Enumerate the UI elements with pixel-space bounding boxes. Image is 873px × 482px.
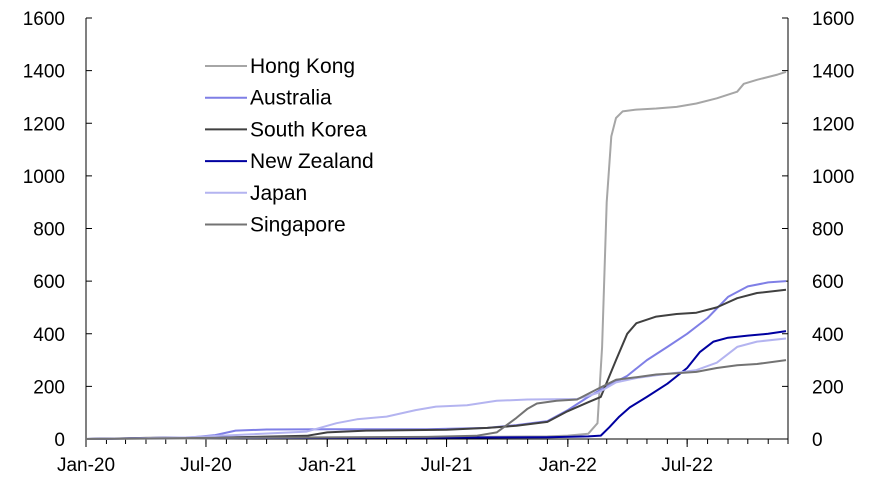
chart-legend: Hong Kong Australia South Korea New Zealand… — [205, 55, 374, 237]
y-tick-label-right: 400 — [812, 325, 844, 346]
y-tick-label-right: 1600 — [812, 9, 854, 30]
y-tick-label-right: 0 — [812, 430, 823, 451]
y-tick-label-left: 400 — [33, 325, 65, 346]
series-line-south-korea — [85, 288, 787, 440]
series-line-hong-kong — [85, 70, 787, 440]
series-line-japan — [85, 337, 787, 440]
y-tick-label-left: 1000 — [23, 167, 65, 188]
legend-label: Singapore — [250, 214, 346, 237]
y-tick-label-left: 200 — [33, 377, 65, 398]
legend-label: Australia — [250, 87, 332, 110]
x-tick-label: Jul-22 — [661, 455, 713, 476]
x-tick-label: Jan-21 — [298, 455, 356, 476]
chart-series-lines — [85, 70, 787, 440]
series-line-australia — [85, 280, 787, 440]
x-tick-label: Jan-20 — [57, 455, 115, 476]
legend-label: New Zealand — [250, 150, 374, 173]
series-line-new-zealand — [85, 330, 787, 440]
y-tick-label-left: 600 — [33, 272, 65, 293]
y-tick-label-left: 1600 — [23, 9, 65, 30]
y-tick-label-left: 800 — [33, 220, 65, 241]
x-tick-label: Jul-21 — [421, 455, 473, 476]
x-tick-label: Jan-22 — [539, 455, 597, 476]
y-tick-label-right: 1400 — [812, 62, 854, 83]
legend-label: Japan — [250, 182, 307, 205]
y-tick-label-right: 200 — [812, 377, 844, 398]
legend-label: South Korea — [250, 118, 367, 141]
y-tick-label-left: 0 — [54, 430, 65, 451]
y-tick-label-left: 1200 — [23, 114, 65, 135]
y-tick-label-right: 1200 — [812, 114, 854, 135]
chart-axes: 0 0 200 200 400 400 600 600 800 800 1000 1000 1200 12… — [23, 9, 855, 476]
x-tick-label: Jul-20 — [180, 455, 232, 476]
y-tick-label-left: 1400 — [23, 62, 65, 83]
y-tick-label-right: 800 — [812, 220, 844, 241]
legend-label: Hong Kong — [250, 55, 355, 78]
y-tick-label-right: 1000 — [812, 167, 854, 188]
series-line-singapore — [85, 359, 787, 440]
y-tick-label-right: 600 — [812, 272, 844, 293]
